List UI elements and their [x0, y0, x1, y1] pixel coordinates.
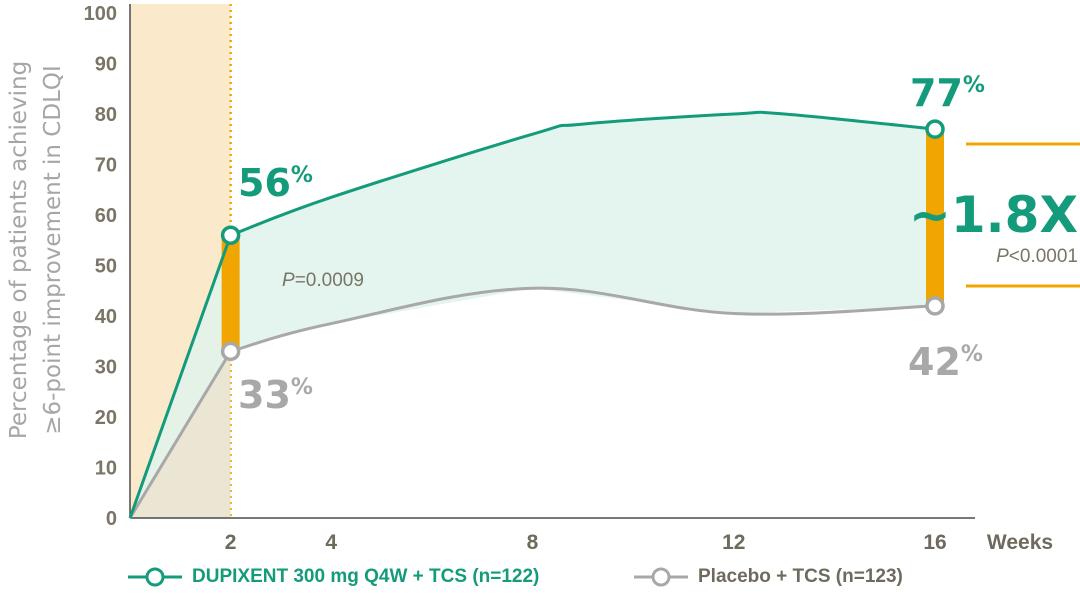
legend: DUPIXENT 300 mg Q4W + TCS (n=122) Placeb…	[0, 562, 1080, 592]
x-tick-label: 12	[722, 531, 745, 554]
x-tick-label: 4	[325, 531, 337, 554]
dupixent-week-16-marker	[925, 119, 945, 139]
y-tick-label: 30	[95, 357, 117, 379]
y-axis-label-line1: Percentage of patients achieving	[6, 61, 32, 439]
week-16-p-value: P<0.0001	[996, 246, 1078, 267]
fold-change-label: ~1.8X	[909, 186, 1078, 244]
y-tick-label: 90	[95, 54, 117, 76]
legend-swatch-dupixent	[128, 567, 182, 587]
y-tick-label: 70	[95, 155, 117, 177]
week-2-difference-bar	[221, 235, 240, 352]
legend-item-placebo: Placebo + TCS (n=123)	[634, 562, 903, 592]
y-tick-labels: 0 10 20 30 40 50 60 70 80 90 100	[84, 3, 117, 530]
legend-label-placebo: Placebo + TCS (n=123)	[698, 566, 903, 587]
week-2-placebo-label: 33%	[238, 373, 313, 417]
week-2-p-value: P=0.0009	[282, 270, 364, 291]
x-tick-label: 16	[923, 531, 946, 554]
y-tick-label: 60	[95, 205, 117, 227]
y-tick-label: 0	[106, 508, 117, 530]
dupixent-week-2-marker	[220, 225, 241, 245]
placebo-week-16-marker	[925, 296, 945, 316]
chart: 0 10 20 30 40 50 60 70 80 90 100 2 4 8 12 16 Percentag…	[6, 3, 1080, 554]
y-tick-label: 20	[95, 407, 117, 429]
y-tick-label: 40	[95, 306, 117, 328]
x-tick-labels: 2 4 8 12 16	[225, 531, 947, 554]
x-axis-label-weeks: Weeks	[987, 531, 1053, 554]
y-tick-label: 10	[95, 458, 117, 480]
y-tick-label: 80	[95, 104, 117, 126]
week-2-dupixent-label: 56%	[238, 161, 313, 205]
placebo-series-line	[128, 286, 936, 519]
x-tick-label: 2	[225, 531, 237, 554]
legend-swatch-placebo	[634, 567, 688, 587]
legend-item-dupixent: DUPIXENT 300 mg Q4W + TCS (n=122)	[128, 562, 539, 592]
y-tick-label: 100	[84, 3, 117, 25]
dupixent-series-line	[128, 110, 936, 519]
placebo-week-2-marker	[220, 341, 241, 362]
y-tick-label: 50	[95, 256, 117, 278]
legend-label-dupixent: DUPIXENT 300 mg Q4W + TCS (n=122)	[192, 566, 540, 587]
between-series-fill	[130, 112, 935, 519]
week-16-dupixent-label: 77%	[910, 71, 985, 115]
y-axis-label-line2: ≥6-point improvement in CDLQI	[40, 65, 66, 435]
week-16-placebo-label: 42%	[908, 340, 983, 384]
x-tick-label: 8	[527, 531, 539, 554]
week-16-difference-bar	[926, 129, 944, 306]
